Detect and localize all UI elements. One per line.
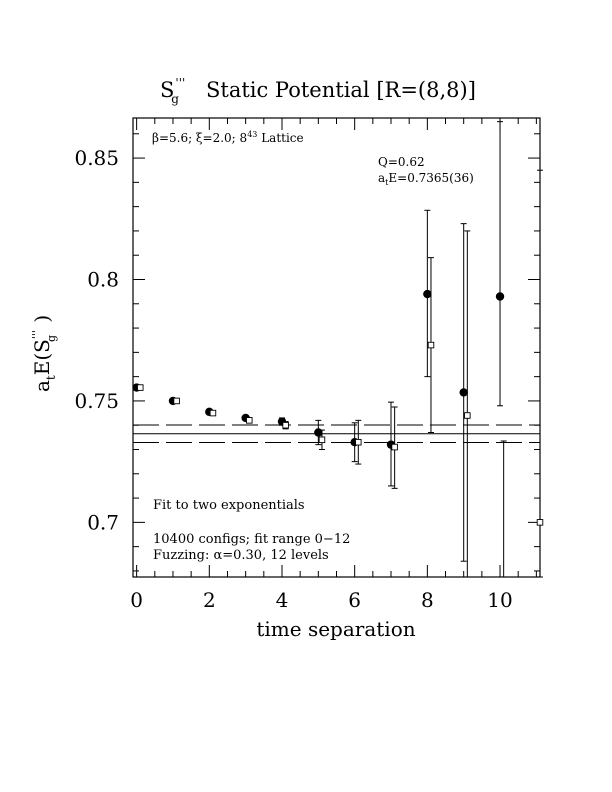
data-point-square [173,397,180,405]
data-point-square [137,384,144,391]
data-point-circle [459,388,468,397]
y-tick-labels: 0.7 0.75 0.8 0.85 [74,146,119,534]
x-tick-label: 6 [348,588,361,612]
y-axis-label: atE(S''' g ) [30,315,58,392]
data-point-square [427,341,435,349]
data-point-square [536,519,544,526]
data-point-square [391,443,398,451]
data-point-circle [423,289,432,299]
fit-energy-annotation: atE=0.7365(36) [378,171,474,187]
x-tick-label: 2 [203,588,216,612]
x-tick-label: 4 [276,588,289,612]
data-point-square [464,412,471,419]
y-tick-label: 0.85 [74,146,119,170]
chart-title-operator: S''' g [160,76,185,106]
y-tick-label: 0.8 [87,268,119,292]
x-tick-label: 8 [421,588,434,612]
x-tick-label: 0 [130,588,143,612]
data-point-circle [314,428,323,437]
data-point-square [209,409,217,417]
data-point-square [355,438,362,446]
x-tick-label: 10 [487,588,512,612]
x-tick-labels: 0 2 4 6 8 10 [130,588,512,612]
y-tick-label: 0.75 [74,389,119,413]
y-tick-label: 0.7 [87,510,119,534]
fuzzing-annotation: Fuzzing: α=0.30, 12 levels [153,548,329,563]
configs-annotation: 10400 configs; fit range 0−12 [153,532,350,547]
chart-title: Static Potential [R=(8,8)] [206,78,476,102]
x-axis-label: time separation [256,617,415,641]
data-point-square [318,436,326,444]
lattice-params-annotation: β=5.6; ξ=2.0; 843 Lattice [152,130,304,145]
fit-band-lines [133,424,540,443]
data-point-circle [495,292,505,301]
data-point-square [246,417,253,424]
fit-method-annotation: Fit to two exponentials [153,498,305,513]
data-markers [132,289,544,526]
data-point-square [282,421,289,429]
fit-quality-annotation: Q=0.62 [378,155,425,169]
